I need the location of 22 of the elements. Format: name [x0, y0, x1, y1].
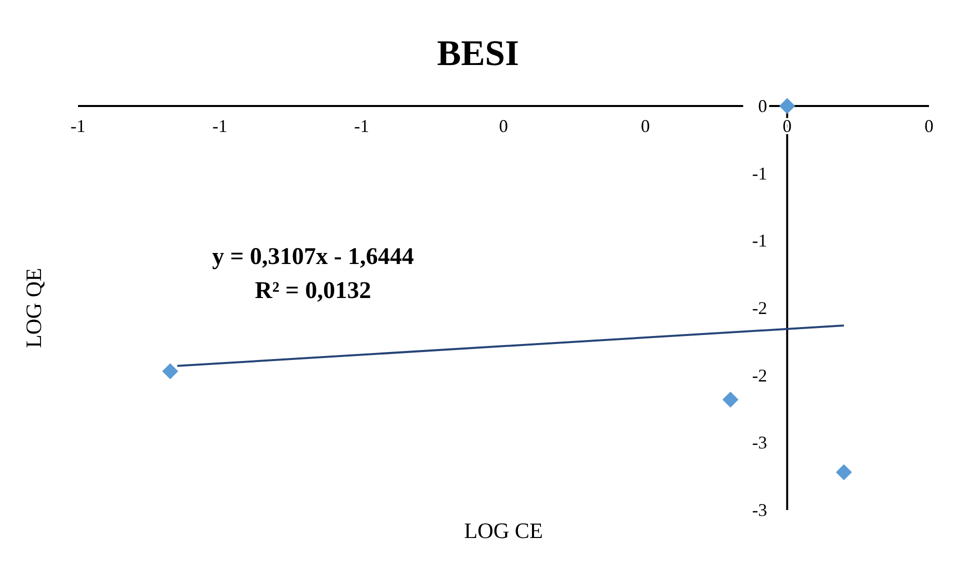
x-axis-title: LOG CE [463, 518, 544, 544]
annotation: y = 0,3107x - 1,6444 [212, 244, 414, 270]
x-tick-label: 0 [499, 116, 508, 136]
chart-title: BESI [436, 32, 520, 74]
y-tick-label: -3 [752, 500, 768, 520]
x-tick-label: -1 [70, 116, 86, 136]
y-axis-title: LOG QE [21, 268, 47, 348]
point [162, 363, 178, 380]
y-tick-label: 0 [758, 96, 768, 116]
point [779, 98, 796, 114]
x-tick-label: 0 [924, 116, 934, 136]
point [836, 464, 852, 480]
y-tick-label: -2 [752, 365, 768, 386]
y-tick-label: -1 [752, 230, 768, 251]
x-tick-label: 0 [640, 116, 650, 136]
x-tick-label: -1 [212, 116, 228, 136]
annotation: R² = 0,0132 [254, 278, 372, 304]
y-tick-label: -2 [752, 298, 768, 318]
x-tick-label: -1 [354, 116, 370, 136]
point [722, 392, 738, 408]
y-tick-label: -3 [752, 432, 768, 453]
y-tick-label: -1 [752, 163, 768, 184]
